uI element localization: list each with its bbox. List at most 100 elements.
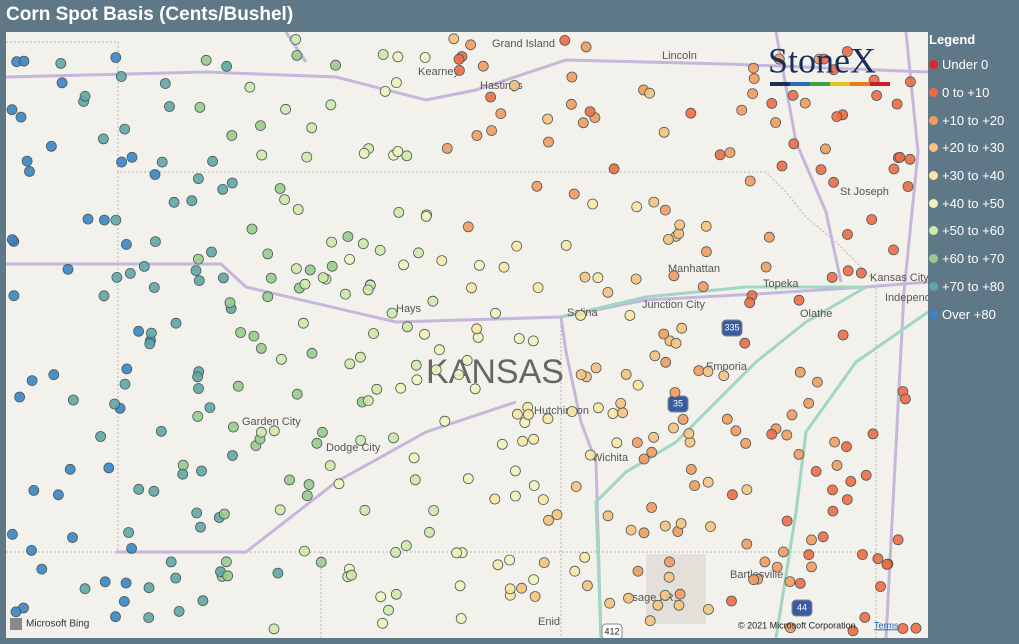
basis-dot — [304, 264, 316, 276]
basis-dot — [374, 244, 386, 256]
basis-dot — [168, 196, 180, 208]
basis-dot — [860, 469, 872, 481]
basis-dot — [787, 90, 799, 101]
basis-dot — [143, 582, 155, 594]
basis-dot — [256, 149, 268, 161]
basis-dot — [98, 290, 110, 302]
basis-dot — [196, 465, 207, 477]
basis-dot — [659, 204, 671, 216]
legend-item[interactable]: +50 to +60 — [929, 217, 1019, 245]
basis-dot — [207, 155, 219, 167]
basis-dot — [902, 181, 914, 192]
map-label: Manhattan — [668, 263, 720, 275]
basis-dot — [301, 490, 313, 502]
basis-dot — [159, 78, 171, 89]
basis-dot — [817, 531, 829, 543]
legend-item[interactable]: +40 to +50 — [929, 189, 1019, 217]
legend-item[interactable]: 0 to +10 — [929, 79, 1019, 107]
basis-dot — [290, 34, 302, 45]
basis-dot — [826, 271, 838, 283]
basis-dot — [193, 275, 205, 287]
basis-dot — [471, 323, 483, 335]
basis-dot — [371, 383, 383, 395]
basis-dot — [701, 246, 712, 258]
basis-dot — [881, 559, 893, 570]
basis-dot — [785, 622, 796, 634]
basis-dot — [496, 438, 508, 450]
map-background — [6, 32, 928, 638]
basis-dot — [268, 623, 280, 635]
basis-dot — [559, 34, 571, 46]
legend-item[interactable]: Over +80 — [929, 300, 1019, 328]
basis-dot — [523, 409, 534, 420]
basis-dot — [427, 295, 439, 307]
terms-link[interactable]: Terms — [874, 620, 899, 630]
basis-dot — [401, 150, 413, 162]
map-label: Hutchinson — [534, 405, 589, 417]
basis-dot — [841, 441, 852, 453]
legend-item[interactable]: Under 0 — [929, 51, 1019, 79]
basis-dot — [529, 591, 541, 602]
basis-dot — [164, 101, 175, 112]
basis-dot — [462, 473, 474, 485]
basis-dot — [148, 485, 160, 497]
basis-dot — [845, 475, 857, 487]
basis-dot — [62, 263, 74, 275]
basis-dot — [326, 236, 338, 248]
basis-dot — [504, 554, 516, 566]
legend-item[interactable]: +70 to +80 — [929, 273, 1019, 301]
basis-dot — [592, 272, 604, 284]
basis-dot — [186, 195, 198, 207]
basis-dot — [362, 395, 374, 407]
basis-dot — [859, 612, 871, 623]
basis-dot — [455, 613, 467, 624]
basis-dot — [569, 565, 581, 577]
basis-dot — [766, 98, 778, 109]
basis-dot — [291, 49, 303, 61]
legend-swatch — [929, 281, 938, 291]
basis-dot — [410, 359, 422, 371]
basis-dot — [585, 449, 596, 461]
basis-dot — [528, 574, 539, 585]
basis-dot — [235, 327, 247, 338]
legend-label: Under 0 — [942, 57, 989, 73]
legend-label: +60 to +70 — [942, 251, 1005, 267]
legend-item[interactable]: +20 to +30 — [929, 134, 1019, 162]
basis-dot — [664, 556, 675, 568]
legend-item[interactable]: +10 to +20 — [929, 106, 1019, 134]
legend-swatch — [929, 254, 938, 264]
basis-dot — [892, 534, 904, 546]
basis-dot — [433, 344, 445, 356]
basis-dot — [357, 238, 369, 250]
basis-dot — [872, 553, 884, 565]
legend-title: Legend — [929, 32, 976, 47]
basis-dot — [7, 528, 18, 540]
basis-dot — [575, 369, 587, 381]
basis-dot — [513, 333, 525, 344]
basis-dot — [453, 369, 465, 381]
basis-dot — [803, 549, 815, 561]
basis-dot — [673, 599, 685, 611]
basis-dot — [462, 221, 474, 233]
basis-dot — [110, 214, 122, 226]
basis-dot — [668, 422, 679, 434]
basis-dot — [144, 338, 156, 350]
legend-item[interactable]: +60 to +70 — [929, 245, 1019, 273]
legend-label: +40 to +50 — [942, 195, 1005, 211]
basis-dot — [504, 583, 516, 595]
basis-dot — [663, 233, 674, 245]
map-label: Topeka — [763, 278, 799, 290]
basis-dot — [604, 597, 616, 609]
basis-dot — [466, 282, 477, 294]
legend-item[interactable]: +30 to +40 — [929, 162, 1019, 190]
basis-dot — [48, 369, 60, 381]
basis-dot — [532, 282, 544, 294]
basis-dot — [377, 617, 388, 629]
basis-dot — [900, 393, 911, 405]
basis-dot — [355, 434, 367, 446]
basis-dot — [218, 508, 230, 520]
basis-dot — [299, 545, 310, 557]
basis-dot — [398, 259, 410, 271]
basis-dot — [82, 213, 94, 225]
basis-dot — [799, 97, 811, 109]
